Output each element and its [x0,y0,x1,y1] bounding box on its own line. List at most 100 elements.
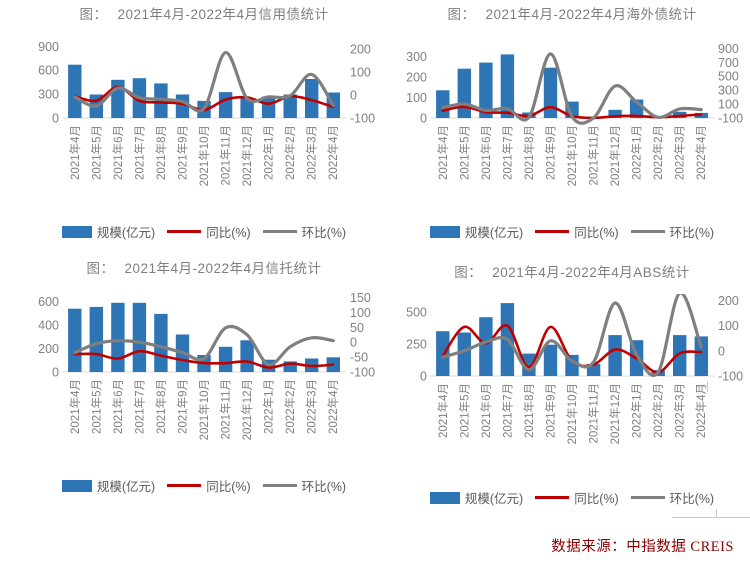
bar [479,62,493,118]
svg-text:0: 0 [420,112,427,126]
cell-border-tick [707,381,708,392]
svg-text:2021年10月: 2021年10月 [565,383,579,444]
svg-text:2021年11月: 2021年11月 [587,125,601,186]
svg-text:2022年1月: 2022年1月 [262,125,276,180]
svg-text:2021年12月: 2021年12月 [240,379,254,440]
chart-title-text: 2021年4月-2022年4月海外债统计 [485,7,697,22]
svg-text:2021年7月: 2021年7月 [132,125,146,180]
svg-text:100: 100 [350,66,371,80]
svg-text:50: 50 [350,321,364,335]
chart-abs: 图： 2021年4月-2022年4月ABS统计 500 250 0 200 100 0 -10… [396,262,748,507]
chart-title-prefix: 图： [79,7,108,22]
svg-text:100: 100 [718,319,739,333]
bar [608,335,622,376]
legend-mom-line-swatch [630,230,665,233]
svg-text:2021年4月: 2021年4月 [68,379,82,434]
legend-yoy-line-swatch [535,496,570,499]
bar [673,335,687,376]
svg-text:2022年3月: 2022年3月 [673,383,687,438]
chart-legend: 规模(亿元) 同比(%) 环比(%) [28,476,380,495]
svg-text:100: 100 [718,98,739,112]
bar [218,92,233,118]
chart-title-prefix: 图： [454,265,483,280]
svg-text:2022年4月: 2022年4月 [326,125,340,180]
legend-mom-line-swatch [630,496,665,499]
svg-text:500: 500 [406,306,427,320]
x-axis-labels: 2021年4月 2021年5月 2021年6月 2021年7月 2021年8月 2021年… [68,125,340,186]
svg-text:2021年12月: 2021年12月 [608,383,622,444]
svg-text:2021年4月: 2021年4月 [436,383,450,438]
legend-yoy-label: 同比(%) [574,492,619,506]
svg-text:2021年10月: 2021年10月 [197,125,211,186]
legend-scale-label: 规模(亿元) [464,492,524,506]
svg-text:2021年9月: 2021年9月 [176,125,190,180]
svg-text:0: 0 [718,344,725,358]
svg-text:200: 200 [718,294,739,308]
svg-text:300: 300 [406,50,427,64]
bar [240,98,254,118]
svg-text:2021年6月: 2021年6月 [111,379,125,434]
svg-text:700: 700 [718,56,739,70]
svg-text:100: 100 [350,306,371,320]
bar [500,54,515,118]
mom-line [73,324,335,367]
svg-text:200: 200 [38,342,59,356]
svg-text:900: 900 [38,40,59,54]
bar [543,344,558,376]
bar [132,302,147,372]
svg-text:-100: -100 [718,112,743,126]
bar [305,79,319,118]
svg-text:2021年11月: 2021年11月 [219,379,233,440]
svg-text:2021年6月: 2021年6月 [479,383,493,438]
chart-title: 图： 2021年4月-2022年4月信托统计 [28,258,380,280]
x-axis-labels: 2021年4月 2021年5月 2021年6月 2021年7月 2021年8月 2021年… [68,379,340,440]
svg-text:2022年3月: 2022年3月 [305,379,319,434]
mom-line [441,52,703,125]
bar [240,340,254,372]
chart-title-text: 2021年4月-2022年4月ABS统计 [492,265,690,280]
legend-item-yoy: 同比(%) [535,488,619,507]
chart-title-text: 2021年4月-2022年4月信用债统计 [117,7,329,22]
bar [283,361,297,372]
bar [111,302,125,372]
legend-bar-swatch [61,225,92,238]
bar [283,94,297,118]
bar [154,313,168,372]
legend-item-yoy: 同比(%) [535,222,619,241]
chart-title: 图： 2021年4月-2022年4月ABS统计 [396,262,748,284]
data-source: 数据来源：中指数据 CREIS [551,539,734,555]
right-axis-ticks: 200 100 0 -100 [718,294,743,383]
legend-yoy-label: 同比(%) [206,226,251,240]
svg-text:2021年5月: 2021年5月 [89,379,103,434]
legend-mom-label: 环比(%) [301,226,347,240]
svg-text:0: 0 [350,336,357,350]
svg-text:2021年7月: 2021年7月 [132,379,146,434]
legend-mom-line-swatch [262,484,297,487]
svg-text:2022年4月: 2022年4月 [694,125,708,180]
svg-text:2021年4月: 2021年4月 [436,125,450,180]
left-axis-ticks: 600 400 200 0 [38,295,59,379]
svg-text:-100: -100 [718,370,743,384]
left-axis-ticks: 500 250 0 [406,306,427,384]
scale-bars [68,302,340,372]
legend-mom-label: 环比(%) [669,492,715,506]
legend-mom-label: 环比(%) [301,480,347,494]
svg-text:250: 250 [406,338,427,352]
svg-text:2021年11月: 2021年11月 [587,383,601,444]
bar [68,64,82,118]
legend-mom-line-swatch [262,230,297,233]
legend-yoy-line-swatch [167,230,202,233]
legend-item-mom: 环比(%) [630,488,715,507]
x-axis-labels: 2021年4月 2021年5月 2021年6月 2021年7月 2021年8月 2021年… [436,383,708,444]
svg-text:2021年9月: 2021年9月 [176,379,190,434]
legend-item-scale: 规模(亿元) [429,222,523,241]
svg-text:2022年3月: 2022年3月 [673,125,687,180]
bar [608,109,622,118]
legend-yoy-line-swatch [535,230,570,233]
svg-text:2021年12月: 2021年12月 [240,125,254,186]
svg-text:2021年7月: 2021年7月 [500,383,514,438]
